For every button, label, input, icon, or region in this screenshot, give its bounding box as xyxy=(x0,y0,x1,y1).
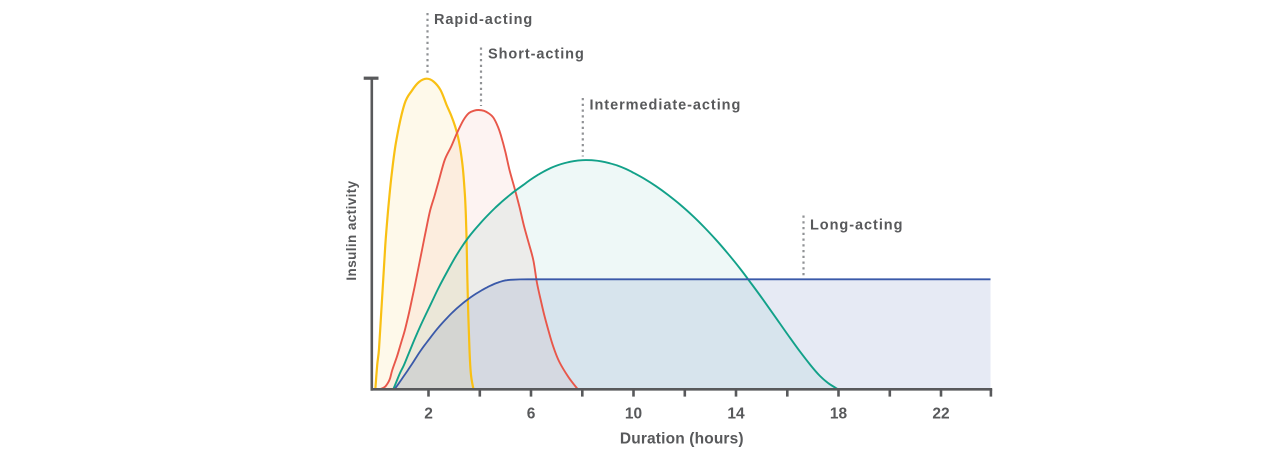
svg-text:Rapid-acting: Rapid-acting xyxy=(434,12,533,28)
svg-text:10: 10 xyxy=(625,406,642,423)
svg-text:Duration (hours): Duration (hours) xyxy=(620,430,744,447)
svg-text:Insulin activity: Insulin activity xyxy=(344,180,359,280)
svg-text:18: 18 xyxy=(830,406,848,423)
svg-text:Short-acting: Short-acting xyxy=(488,46,585,62)
svg-text:Intermediate-acting: Intermediate-acting xyxy=(590,98,742,114)
svg-text:2: 2 xyxy=(424,406,433,423)
svg-text:6: 6 xyxy=(527,406,536,423)
svg-text:Long-acting: Long-acting xyxy=(810,218,903,234)
svg-text:14: 14 xyxy=(727,406,745,423)
svg-text:22: 22 xyxy=(932,406,949,423)
